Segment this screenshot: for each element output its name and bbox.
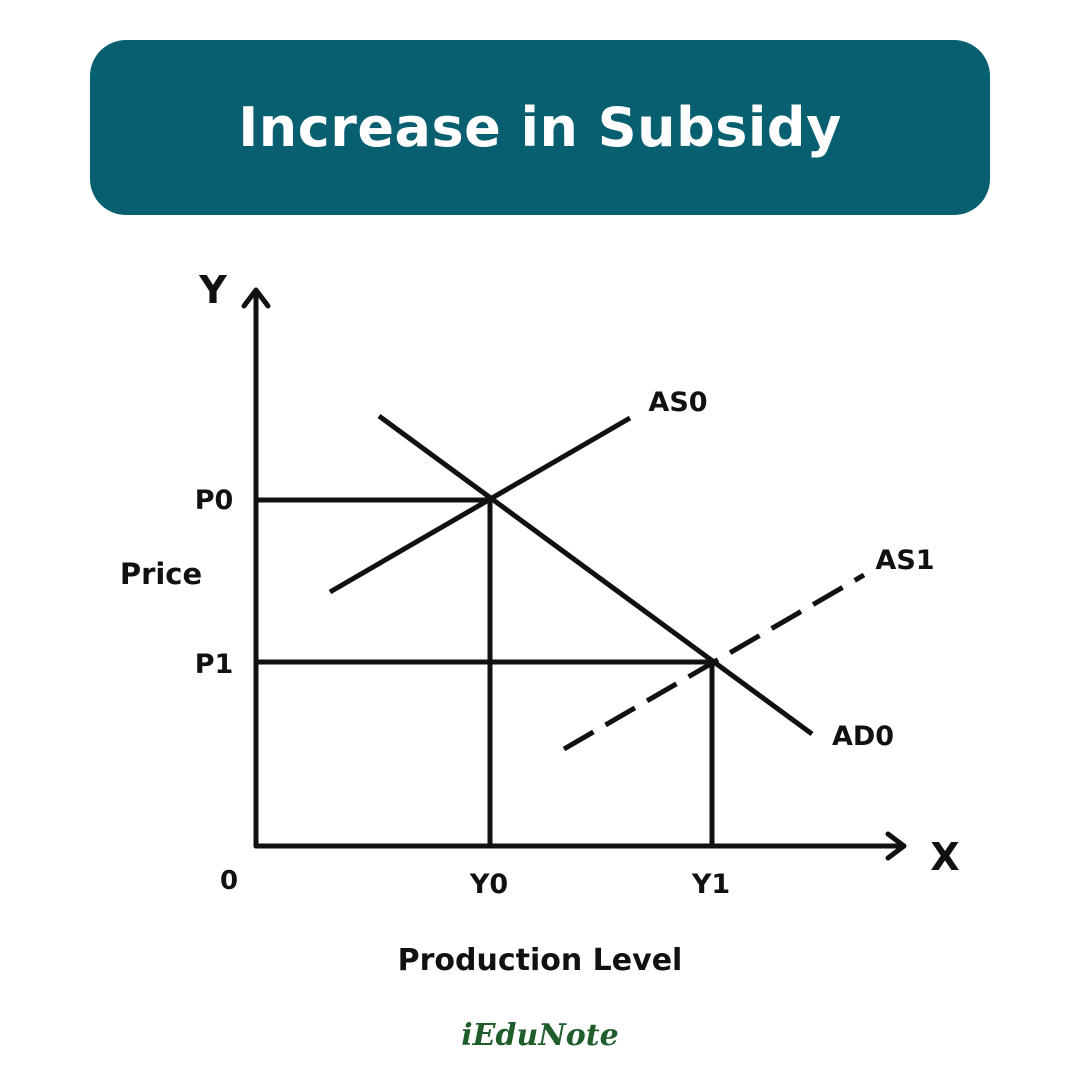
ad0-label: AD0 [832,721,894,752]
y0-label: Y0 [469,869,508,900]
title-banner: Increase in Subsidy [90,40,990,215]
as1-curve [562,572,866,752]
x-axis-arrowhead [885,831,907,861]
as0-label: AS0 [648,387,707,418]
y-axis-arrowhead [241,287,271,309]
y-axis-letter: Y [198,268,227,312]
p1-label: P1 [195,649,234,680]
x-axis-letter: X [930,835,959,879]
brand-logo: iEduNote [461,1018,619,1053]
as1-label: AS1 [875,545,934,576]
y1-label: Y1 [691,869,730,900]
as0-curve [328,415,632,595]
origin-label: 0 [220,866,238,896]
page-title: Increase in Subsidy [238,96,842,159]
p0-label: P0 [195,485,234,516]
x-axis-title: Production Level [398,943,683,978]
ad0-curve [377,413,814,737]
y-axis-title: Price [120,557,202,591]
